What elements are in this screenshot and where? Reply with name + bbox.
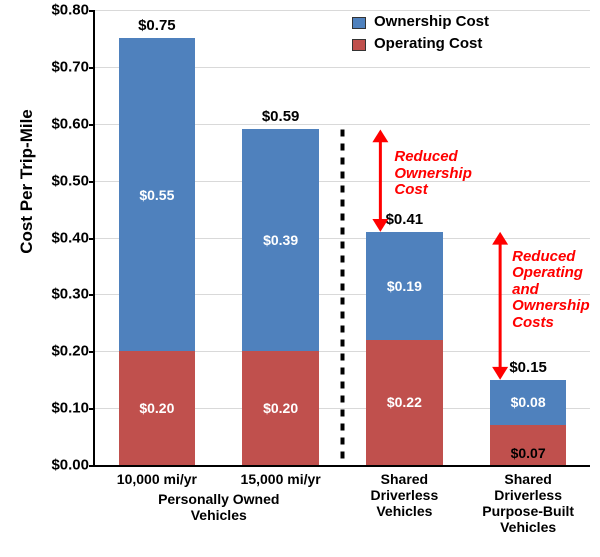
legend-label: Operating Cost: [374, 35, 482, 52]
annotation-arrow: [95, 10, 590, 465]
legend-label: Ownership Cost: [374, 13, 489, 30]
y-tick-label: $0.80: [51, 2, 95, 19]
y-tick-label: $0.20: [51, 343, 95, 360]
legend-swatch: [352, 17, 366, 29]
plot-area: $0.00$0.10$0.20$0.30$0.40$0.50$0.60$0.70…: [93, 10, 590, 467]
cost-per-trip-mile-chart: $0.00 $0.10 $0.20 $0.30 $0.40 $0.50 $0.60 $0.70…: [0, 0, 600, 557]
annotation-text: Reduced Operating and Ownership Costs: [512, 249, 590, 332]
y-tick-label: $0.60: [51, 115, 95, 132]
y-tick-label: $0.70: [51, 58, 95, 75]
y-tick-label: $0.10: [51, 400, 95, 417]
category-label: Shared Driverless Purpose-Built Vehicles: [466, 465, 590, 535]
legend-swatch: [352, 39, 366, 51]
y-axis-title: Cost Per Trip-Mile: [17, 45, 37, 318]
category-label: Shared Driverless Vehicles: [343, 465, 467, 519]
category-group-label: Personally Owned Vehicles: [95, 491, 343, 523]
category-label: 10,000 mi/yr: [95, 465, 219, 487]
y-tick-label: $0.50: [51, 172, 95, 189]
y-tick-label: $0.30: [51, 286, 95, 303]
category-label: 15,000 mi/yr: [219, 465, 343, 487]
y-tick-label: $0.00: [51, 457, 95, 474]
y-tick-label: $0.40: [51, 229, 95, 246]
